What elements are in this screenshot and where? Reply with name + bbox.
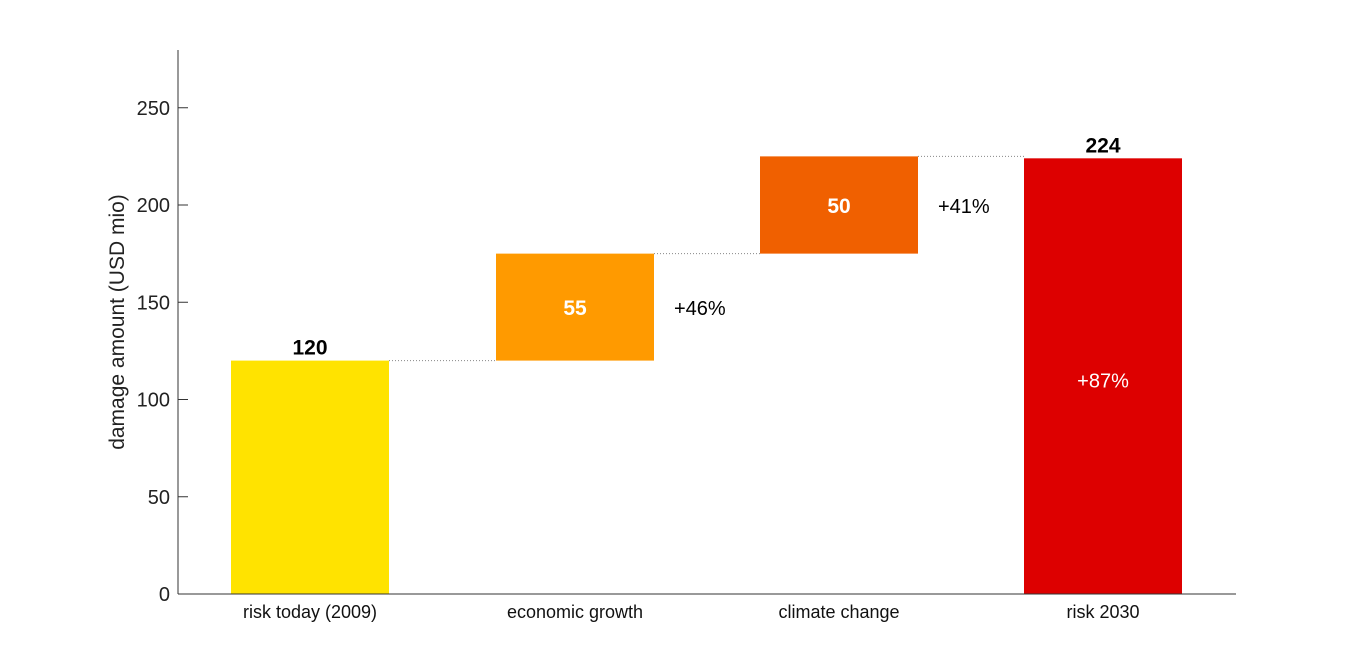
y-tick-label: 0 [159, 584, 170, 606]
x-category-label: economic growth [507, 602, 643, 622]
y-ticks-group: 0 50 100 150 200 250 [137, 98, 188, 606]
x-category-label: risk today (2009) [243, 602, 377, 622]
bar-percent-label: +41% [938, 196, 990, 218]
axes-group [177, 50, 1236, 595]
x-category-label: climate change [778, 602, 899, 622]
y-tick-label: 100 [137, 390, 170, 412]
bar-percent-label: +46% [674, 298, 726, 320]
x-labels-group: risk today (2009) economic growth climate … [243, 602, 1140, 622]
bar-0 [231, 360, 389, 594]
y-tick-label: 250 [137, 98, 170, 120]
value-labels-group: 120 55 +46% 50 +41% 224 +87% [292, 134, 1129, 392]
bar-1 [496, 253, 654, 361]
bar-percent-label: +87% [1077, 371, 1129, 393]
y-tick-label: 50 [148, 487, 170, 509]
bar-2 [760, 156, 918, 254]
bar-value-label: 120 [292, 337, 327, 360]
x-category-label: risk 2030 [1066, 602, 1139, 622]
y-axis-title: damage amount (USD mio) [106, 194, 129, 450]
bar-value-label: 50 [827, 195, 850, 218]
y-tick-label: 150 [137, 292, 170, 314]
bars-group [231, 156, 1182, 594]
bar-value-label: 224 [1085, 134, 1120, 157]
bar-value-label: 55 [563, 297, 587, 320]
y-tick-label: 200 [137, 195, 170, 217]
bar-3 [1024, 158, 1182, 594]
